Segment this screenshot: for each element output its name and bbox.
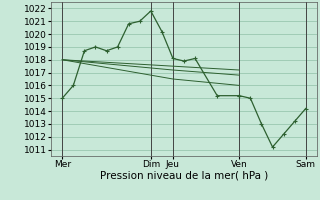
X-axis label: Pression niveau de la mer( hPa ): Pression niveau de la mer( hPa ) — [100, 171, 268, 181]
